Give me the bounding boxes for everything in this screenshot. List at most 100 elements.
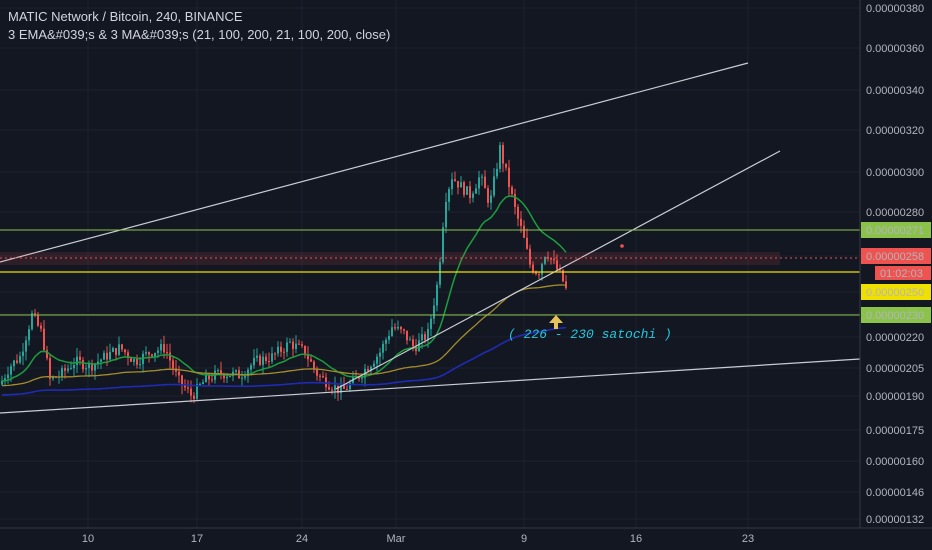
candle-body: [541, 263, 543, 275]
candle-body: [307, 355, 309, 360]
candle: [490, 190, 492, 210]
candle-body: [178, 371, 180, 376]
candle: [190, 380, 192, 403]
candle-body: [367, 368, 369, 371]
candle: [256, 348, 258, 362]
candle-body: [202, 382, 204, 385]
candle: [169, 343, 171, 369]
candle-body: [451, 179, 453, 190]
candle: [340, 377, 342, 401]
candle-body: [88, 363, 90, 369]
level-271-badge: [861, 222, 931, 238]
candle: [64, 364, 66, 379]
candle: [220, 361, 222, 380]
candle-body: [190, 388, 192, 396]
candle: [67, 364, 69, 374]
candle: [298, 339, 300, 346]
candle-body: [160, 344, 162, 351]
candle-body: [241, 377, 243, 379]
candle-body: [118, 344, 120, 355]
candle-body: [49, 358, 51, 379]
candle: [241, 371, 243, 387]
candle-body: [139, 364, 141, 366]
candle-body: [439, 262, 441, 285]
candle-body: [481, 176, 483, 178]
candle: [403, 328, 405, 335]
up-arrow-icon: [549, 315, 563, 329]
candle: [301, 341, 303, 349]
candle: [409, 336, 411, 341]
candle: [34, 309, 36, 318]
candle: [16, 354, 18, 365]
candle-body: [514, 194, 516, 207]
time-tick-label: 9: [521, 533, 527, 545]
time-tick-label: 16: [630, 533, 642, 545]
candle-body: [370, 366, 372, 371]
price-tick-label: 0.00000146: [866, 487, 924, 499]
candle: [412, 335, 414, 352]
level-250-badge: [861, 284, 931, 300]
candle-body: [73, 365, 75, 369]
candle-body: [388, 335, 390, 340]
candle: [505, 163, 507, 171]
candle-body: [172, 360, 174, 369]
candle-body: [76, 356, 78, 366]
support-annotation: ( 226 - 230 satochi ): [508, 327, 672, 342]
candle-body: [289, 341, 291, 343]
candle-body: [259, 355, 261, 365]
candle-body: [430, 318, 432, 329]
candle-body: [295, 343, 297, 349]
candle: [421, 326, 423, 349]
candle-body: [52, 376, 54, 379]
candle-body: [91, 363, 93, 371]
time-tick-label: 24: [296, 533, 308, 545]
candle: [142, 350, 144, 373]
moving-averages: [1, 195, 567, 396]
candle: [31, 310, 33, 331]
candle: [49, 354, 51, 386]
candle-body: [82, 360, 84, 370]
candle-body: [7, 374, 9, 379]
candle-body: [46, 350, 48, 359]
candle: [280, 341, 282, 358]
candle-body: [550, 258, 552, 260]
candle: [166, 343, 168, 359]
candle-body: [343, 385, 345, 389]
price-tick-label: 0.00000340: [866, 85, 924, 97]
candle: [385, 337, 387, 352]
indicator-label[interactable]: 3 EMA&#039;s & 3 MA&#039;s (21, 100, 200…: [8, 27, 391, 42]
candle-body: [196, 384, 198, 399]
level-230-badge: [861, 307, 931, 323]
candle-body: [193, 395, 195, 399]
candle: [322, 371, 324, 379]
candle: [304, 345, 306, 359]
candle-body: [328, 387, 330, 390]
candle-body: [247, 369, 249, 377]
candle: [499, 141, 501, 173]
candle-body: [334, 385, 336, 391]
candle-body: [553, 258, 555, 261]
candle: [448, 186, 450, 211]
candle-body: [211, 379, 213, 381]
ema-21-line: [1, 195, 567, 382]
candle: [454, 171, 456, 182]
time-axis[interactable]: 10 17 24 Mar 9 16 23: [0, 527, 932, 550]
candle-body: [226, 376, 228, 379]
candle: [331, 386, 333, 395]
price-tick-label: 0.00000320: [866, 125, 924, 137]
price-tick-label: 0.00000250: [866, 287, 924, 299]
candle-body: [286, 342, 288, 352]
candle-body: [409, 339, 411, 341]
candle-body: [109, 351, 111, 360]
horizontal-levels: [0, 229, 860, 329]
candle-body: [28, 329, 30, 341]
price-tick-label: 0.00000160: [866, 456, 924, 468]
price-axis[interactable]: 0.00000380 0.00000360 0.00000340 0.00000320…: [859, 0, 932, 528]
candle-body: [391, 327, 393, 336]
arrow-shape: [549, 315, 563, 329]
candle-body: [469, 186, 471, 198]
candle: [19, 351, 21, 365]
candle-body: [436, 284, 438, 306]
candle-body: [157, 350, 159, 353]
